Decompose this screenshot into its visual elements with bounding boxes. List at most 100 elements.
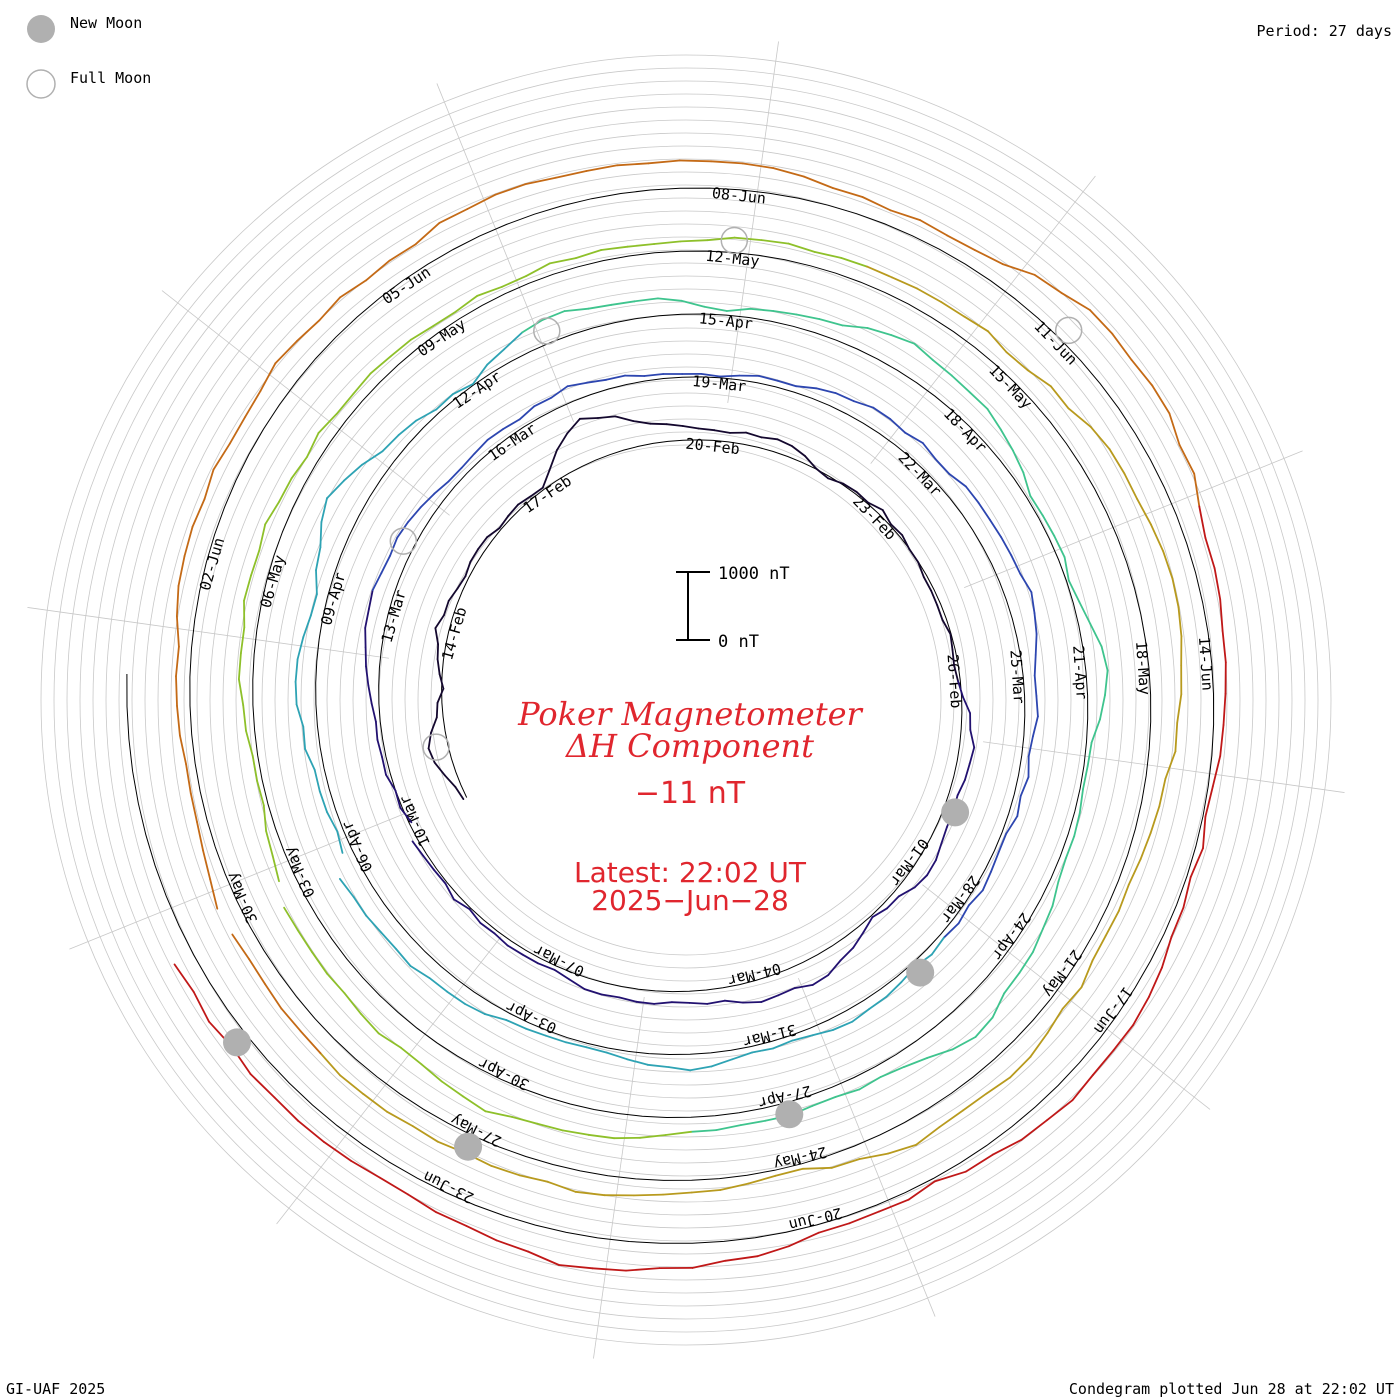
trace-segment: [432, 310, 457, 327]
trace-segment: [189, 792, 198, 823]
trace-segment: [853, 400, 875, 409]
trace-segment: [315, 546, 322, 572]
ring-grid-circle: [404, 418, 968, 982]
trace-segment: [962, 695, 971, 715]
date-label: 23-Jun: [420, 1167, 477, 1207]
trace-segment: [183, 526, 194, 558]
trace-segment: [365, 259, 391, 282]
trace-segment: [633, 1193, 664, 1197]
trace-segment: [885, 981, 903, 998]
trace-segment: [361, 450, 384, 466]
trace-segment: [438, 208, 469, 224]
trace-segment: [935, 842, 943, 862]
trace-segment: [742, 1001, 763, 1004]
trace-segment: [639, 1134, 667, 1139]
trace-segment: [315, 569, 318, 596]
trace-segment: [377, 1032, 402, 1049]
trace-segment: [1078, 788, 1084, 814]
trace-segment: [646, 1063, 670, 1068]
trace-segment: [1027, 735, 1034, 758]
trace-segment: [410, 324, 435, 341]
trace-segment: [671, 1001, 691, 1004]
trace-segment: [192, 991, 210, 1023]
trace-segment: [827, 477, 845, 485]
trace-segment: [1089, 425, 1111, 450]
trace-segment: [933, 1170, 967, 1183]
new-moon-legend-label: New Moon: [70, 14, 142, 32]
trace-segment: [834, 392, 855, 403]
trace-segment: [760, 239, 790, 245]
trace-segment: [203, 468, 215, 500]
trace-segment: [948, 472, 967, 488]
trace-segment: [957, 904, 970, 925]
trace-segment: [265, 830, 274, 857]
trace-segment: [668, 1066, 692, 1072]
trace-segment: [380, 931, 398, 950]
trace-segment: [370, 702, 377, 723]
trace-segment: [176, 705, 181, 737]
trace-segment: [1005, 815, 1019, 835]
trace-segment: [901, 534, 911, 551]
trace-segment: [506, 944, 524, 956]
trace-segment: [1064, 835, 1076, 860]
trace-segment: [443, 600, 450, 616]
trace-segment: [802, 175, 834, 189]
trace-segment: [861, 196, 892, 212]
trace-segment: [1099, 694, 1106, 721]
trace-segment: [878, 1198, 910, 1213]
trace-segment: [665, 423, 684, 427]
trace-segment: [262, 804, 268, 832]
trace-segment: [1042, 905, 1054, 930]
radial-spoke: [436, 83, 574, 422]
trace-segment: [1091, 934, 1107, 962]
trace-segment: [311, 951, 329, 975]
date-label: 10-Mar: [395, 792, 433, 849]
trace-segment: [793, 984, 814, 989]
trace-segment: [691, 1259, 727, 1269]
trace-segment: [941, 619, 952, 635]
date-label: 31-Mar: [741, 1020, 798, 1051]
trace-segment: [302, 614, 312, 638]
trace-segment: [326, 811, 339, 833]
trace-segment: [916, 287, 943, 303]
trace-segment: [367, 684, 373, 705]
trace-segment: [1104, 910, 1120, 937]
trace-segment: [1089, 623, 1103, 648]
trace-segment: [921, 442, 937, 461]
trace-segment: [817, 1222, 851, 1234]
trace-segment: [662, 1191, 693, 1196]
trace-segment: [352, 896, 368, 917]
trace-segment: [772, 310, 798, 316]
trace-segment: [1222, 692, 1227, 726]
trace-segment: [990, 851, 1000, 873]
trace-segment: [433, 761, 446, 777]
trace-segment: [1071, 1074, 1094, 1102]
trace-segment: [468, 908, 482, 924]
trace-segment: [747, 1174, 777, 1185]
new-moon-marker: [775, 1100, 804, 1129]
trace-segment: [191, 497, 206, 528]
trace-segment: [1111, 332, 1133, 362]
trace-segment: [946, 234, 976, 251]
date-label: 01-Mar: [886, 835, 932, 889]
trace-segment: [926, 1048, 954, 1059]
trace-segment: [536, 1122, 564, 1132]
trace-segment: [362, 1093, 388, 1113]
trace-segment: [872, 406, 892, 420]
full-moon-legend-label: Full Moon: [70, 69, 151, 87]
trace-segment: [454, 786, 465, 800]
trace-segment: [309, 593, 318, 617]
trace-segment: [414, 221, 441, 246]
trace-segment: [700, 372, 721, 378]
trace-segment: [558, 1264, 594, 1270]
trace-segment: [290, 456, 308, 480]
trace-segment: [338, 878, 355, 898]
trace-segment: [791, 1034, 814, 1042]
trace-segment: [283, 906, 299, 932]
trace-segment: [546, 1180, 577, 1193]
trace-segment: [430, 716, 438, 734]
trace-segment: [1174, 722, 1179, 753]
trace-segment: [302, 725, 307, 750]
trace-segment: [436, 643, 440, 661]
trace-segment: [342, 463, 364, 482]
